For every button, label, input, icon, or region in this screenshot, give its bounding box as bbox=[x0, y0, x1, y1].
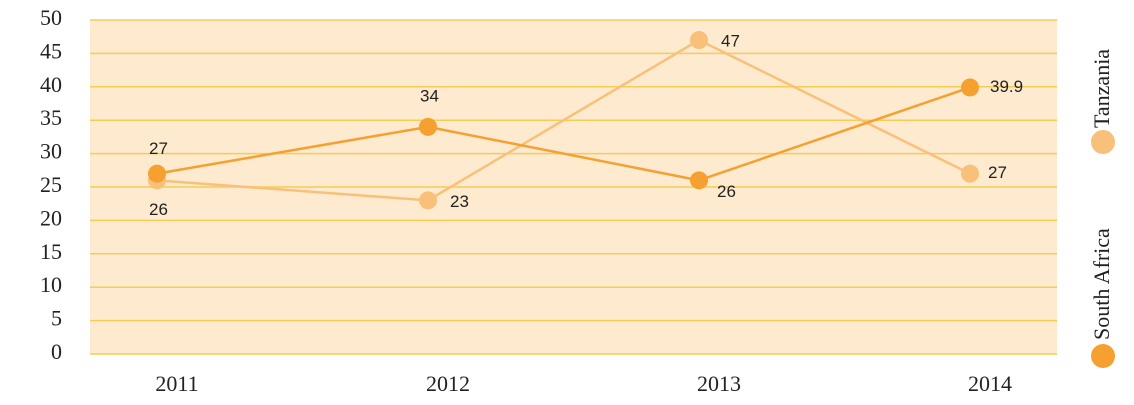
y-tick-label: 35 bbox=[40, 105, 62, 130]
data-label: 39.9 bbox=[990, 77, 1023, 96]
data-point bbox=[961, 164, 979, 183]
y-tick-label: 15 bbox=[40, 239, 62, 264]
y-tick-label: 30 bbox=[40, 139, 62, 164]
y-tick-label: 5 bbox=[51, 306, 62, 331]
x-tick-label: 2013 bbox=[697, 371, 741, 396]
data-label: 23 bbox=[450, 192, 469, 211]
data-point bbox=[690, 171, 708, 190]
data-label: 26 bbox=[717, 182, 736, 201]
y-tick-label: 10 bbox=[40, 272, 62, 297]
y-tick-label: 40 bbox=[40, 72, 62, 97]
data-label: 26 bbox=[149, 200, 168, 219]
data-label: 27 bbox=[149, 139, 168, 158]
y-tick-label: 25 bbox=[40, 172, 62, 197]
legend-label: Tanzania bbox=[1089, 49, 1114, 128]
data-point bbox=[419, 191, 437, 210]
legend-marker bbox=[1091, 130, 1115, 154]
data-point bbox=[690, 31, 708, 50]
data-point bbox=[961, 78, 979, 97]
data-label: 47 bbox=[721, 32, 740, 51]
data-label: 34 bbox=[420, 86, 439, 105]
y-tick-label: 0 bbox=[51, 339, 62, 364]
x-tick-label: 2014 bbox=[968, 371, 1012, 396]
x-tick-label: 2011 bbox=[155, 371, 198, 396]
series-line bbox=[156, 38, 971, 202]
y-tick-label: 45 bbox=[40, 38, 62, 63]
legend-marker bbox=[1091, 344, 1115, 368]
data-label: 27 bbox=[988, 163, 1007, 182]
x-tick-label: 2012 bbox=[426, 371, 470, 396]
y-tick-label: 20 bbox=[40, 205, 62, 230]
series-line bbox=[156, 86, 971, 182]
data-point bbox=[148, 164, 166, 183]
legend-label: South Africa bbox=[1089, 228, 1114, 340]
y-tick-label: 50 bbox=[40, 5, 62, 30]
data-point bbox=[419, 117, 437, 136]
